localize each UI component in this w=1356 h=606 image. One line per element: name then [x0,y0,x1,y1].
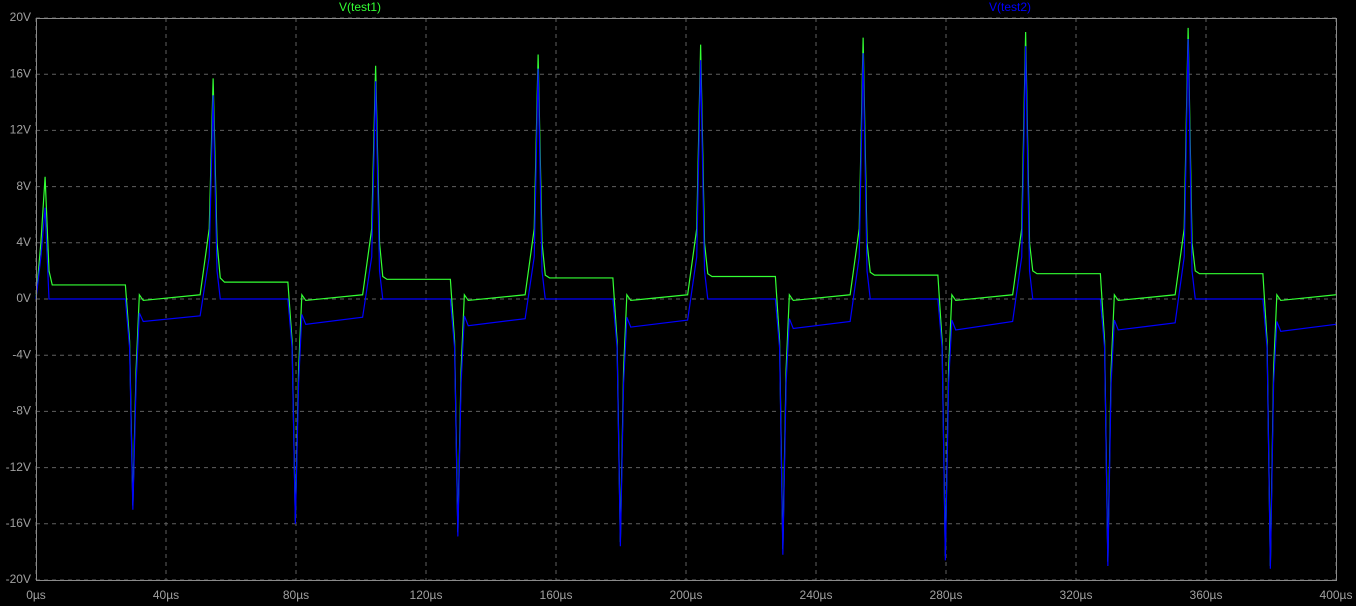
y-tick-label: -4V [12,347,31,361]
x-tick-label: 400µs [1320,588,1353,602]
y-tick-label: 8V [16,179,31,193]
x-tick-label: 0µs [26,588,46,602]
y-tick-label: -20V [6,572,31,586]
y-tick-label: -16V [6,516,31,530]
x-tick-label: 120µs [410,588,443,602]
plot-frame [36,18,1337,581]
x-tick-label: 200µs [670,588,703,602]
x-tick-label: 320µs [1060,588,1093,602]
trace [35,39,1337,569]
y-tick-label: 20V [10,10,31,24]
traces [35,27,1337,569]
x-tick-label: 360µs [1190,588,1223,602]
y-tick-label: -8V [12,404,31,418]
x-tick-label: 80µs [283,588,309,602]
x-tick-label: 280µs [930,588,963,602]
legend-label: V(test1) [339,0,381,14]
x-tick-label: 40µs [153,588,179,602]
legend-label: V(test2) [989,0,1031,14]
y-tick-label: 12V [10,123,31,137]
y-tick-label: -12V [6,460,31,474]
y-tick-label: 0V [16,291,31,305]
x-tick-label: 240µs [800,588,833,602]
y-tick-label: 4V [16,235,31,249]
x-tick-label: 160µs [540,588,573,602]
y-tick-label: 16V [10,66,31,80]
labels: -20V -16V -12V -8V -4V 0V 4V 8V 12V 16V 20V 0µs 40µs… [6,0,1353,602]
